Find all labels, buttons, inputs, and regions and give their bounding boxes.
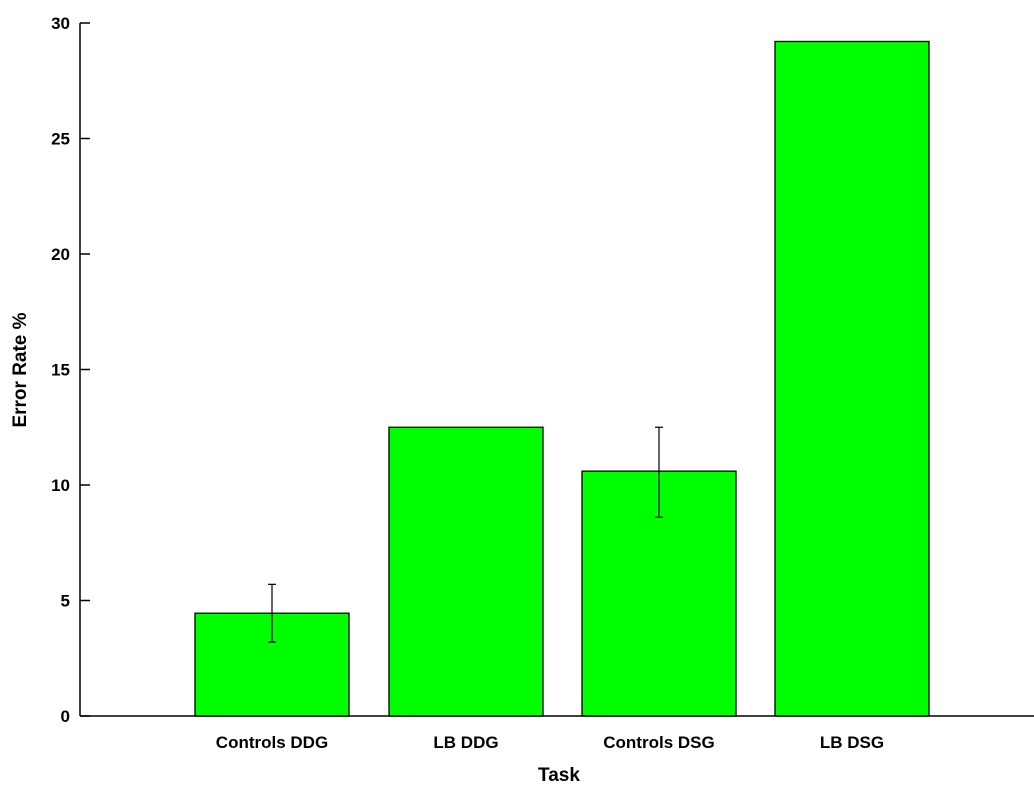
bar-lb-dsg xyxy=(774,40,930,717)
y-axis-title: Error Rate % xyxy=(10,312,31,427)
y-tick-label: 0 xyxy=(61,707,70,726)
bars-group xyxy=(194,40,930,717)
y-tick-label: 10 xyxy=(51,476,70,495)
x-axis-title: Task xyxy=(538,765,580,786)
error-bars-group xyxy=(268,426,663,643)
y-tick-label: 30 xyxy=(51,14,70,33)
x-tick-label: Controls DSG xyxy=(603,733,714,752)
x-ticks-group: Controls DDG LB DDG Controls DSG LB DSG xyxy=(216,733,884,752)
y-tick-label: 15 xyxy=(51,361,70,380)
y-tick-label: 25 xyxy=(51,130,70,149)
error-bar xyxy=(268,583,276,643)
y-tick-label: 5 xyxy=(61,592,70,611)
x-tick-label: LB DDG xyxy=(433,733,498,752)
error-bar xyxy=(655,426,663,518)
y-ticks-group: 0 5 10 15 20 25 30 xyxy=(51,14,90,726)
bar-lb-ddg xyxy=(388,426,544,717)
x-tick-label: LB DSG xyxy=(820,733,884,752)
y-tick-label: 20 xyxy=(51,245,70,264)
x-tick-label: Controls DDG xyxy=(216,733,328,752)
